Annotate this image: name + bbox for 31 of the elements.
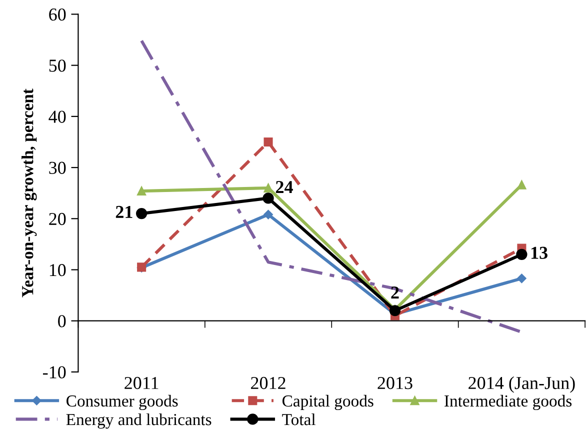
legend-label: Energy and lubricants [66,413,212,429]
point [517,274,526,284]
x-tick-label: 2014 (Jan-Jun) [468,376,575,393]
point [264,137,273,146]
point [517,180,526,190]
y-axis-title: Year-on-year growth, percent [22,88,37,298]
data-label: 2 [391,286,399,298]
y-tick-label: 10 [50,264,66,276]
point [262,192,274,204]
legend-label: Total [282,413,316,426]
x-tick-label: 2012 [251,376,286,390]
y-tick-label: 40 [48,110,66,123]
y-tick-label: 30 [49,162,66,174]
y-tick-label: 20 [49,212,66,226]
y-tick-label: 50 [49,60,66,72]
data-label: 13 [531,246,548,259]
x-tick-label: 2013 [378,376,412,390]
y-tick-label: -10 [43,366,66,378]
data-label: 21 [116,206,132,218]
point [136,208,148,220]
legend-label: Intermediate goods [444,394,572,410]
point [516,248,528,260]
point [264,210,273,220]
point [137,186,146,196]
data-label: 24 [276,181,293,193]
legend-label: Capital goods [282,394,374,410]
y-tick-label: 0 [58,315,66,328]
point [264,183,273,192]
y-tick-label: 60 [49,8,66,21]
legend-label: Consumer goods [66,394,178,410]
x-tick-label: 2011 [124,376,158,390]
